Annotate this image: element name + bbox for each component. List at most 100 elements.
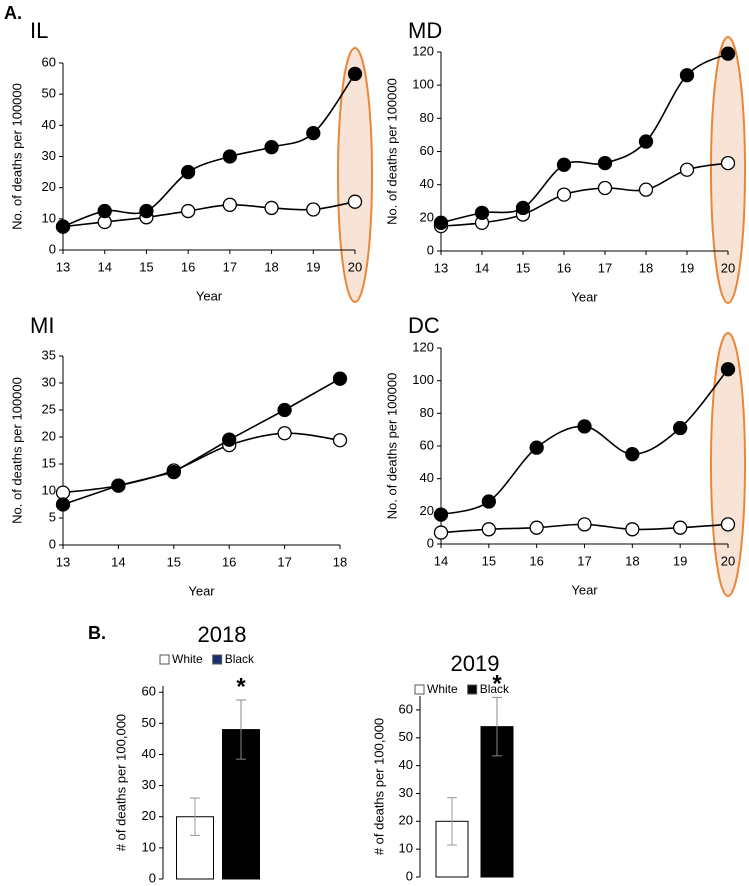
x-tick-label: 13 — [434, 260, 448, 275]
data-point — [55, 485, 71, 500]
y-tick-label: 20 — [42, 428, 56, 443]
legend-swatch — [212, 654, 223, 665]
x-tick-label: 16 — [222, 554, 236, 569]
y-tick-label: 40 — [142, 746, 156, 761]
y-axis-label: # of deaths per 100,000 — [113, 714, 128, 851]
y-axis-label: No. of deaths per 100000 — [384, 78, 399, 225]
data-point — [433, 525, 449, 540]
data-point — [347, 194, 363, 209]
x-axis-label: Year — [571, 582, 598, 597]
y-tick-label: 60 — [142, 684, 156, 699]
chart-title: DC — [408, 313, 440, 338]
chart-title: 2018 — [198, 622, 247, 647]
data-point — [180, 164, 196, 180]
data-point — [97, 203, 112, 219]
data-point — [720, 155, 736, 171]
x-tick-label: 15 — [139, 259, 153, 274]
x-tick-label: 15 — [516, 260, 530, 275]
series-line — [62, 377, 341, 506]
data-point — [597, 155, 613, 171]
x-tick-label: 17 — [277, 554, 291, 569]
legend-label: White — [427, 682, 458, 696]
x-tick-label: 17 — [577, 553, 591, 568]
y-tick-label: 0 — [49, 536, 56, 551]
data-point — [673, 520, 688, 535]
y-tick-label: 5 — [49, 509, 56, 524]
x-tick-label: 16 — [181, 259, 195, 274]
y-tick-label: 20 — [420, 503, 434, 518]
data-point — [111, 478, 126, 493]
chart-title: MD — [408, 18, 442, 43]
y-tick-label: 50 — [399, 729, 413, 744]
x-tick-label: 19 — [673, 553, 687, 568]
data-point — [556, 157, 572, 172]
y-tick-label: 100 — [412, 372, 434, 387]
y-tick-label: 15 — [42, 455, 56, 470]
data-point — [625, 522, 640, 537]
legend-label: Black — [225, 652, 255, 666]
data-point — [597, 180, 613, 196]
data-point — [720, 46, 736, 61]
x-tick-label: 16 — [557, 260, 571, 275]
y-tick-label: 120 — [412, 43, 434, 58]
legend-swatch — [414, 684, 425, 695]
data-point — [679, 68, 695, 83]
y-tick-label: 25 — [42, 401, 56, 416]
y-tick-label: 35 — [42, 347, 56, 362]
y-tick-label: 60 — [420, 437, 434, 452]
y-tick-label: 10 — [42, 482, 56, 497]
y-tick-label: 50 — [142, 715, 156, 730]
x-axis-label: Year — [571, 289, 598, 304]
x-tick-label: 17 — [598, 260, 612, 275]
data-point — [481, 522, 496, 537]
y-tick-label: 50 — [42, 86, 56, 101]
panel-label: B. — [88, 623, 106, 643]
data-point — [222, 149, 238, 164]
data-point — [347, 66, 363, 82]
data-point — [638, 182, 654, 197]
y-tick-label: 0 — [427, 242, 434, 257]
data-point — [433, 507, 449, 522]
data-point — [529, 440, 544, 455]
data-point — [679, 162, 695, 177]
highlight-ellipse — [710, 332, 746, 597]
data-point — [720, 517, 736, 532]
x-tick-label: 18 — [333, 554, 347, 569]
x-tick-label: 20 — [721, 260, 735, 275]
x-tick-label: 13 — [56, 554, 70, 569]
y-tick-label: 60 — [399, 701, 413, 716]
data-point — [673, 420, 688, 436]
data-point — [264, 200, 279, 216]
x-tick-label: 15 — [482, 553, 496, 568]
legend-label: Black — [480, 682, 510, 696]
data-point — [222, 432, 237, 447]
x-tick-label: 17 — [223, 259, 237, 274]
legend-swatch — [159, 654, 170, 665]
data-point — [306, 125, 321, 141]
chart-title: MI — [30, 313, 54, 338]
chart-title: IL — [30, 18, 48, 43]
y-tick-label: 40 — [399, 757, 413, 772]
x-tick-label: 14 — [434, 553, 448, 568]
y-tick-label: 30 — [42, 148, 56, 163]
x-tick-label: 18 — [625, 553, 639, 568]
x-tick-label: 20 — [348, 259, 362, 274]
data-point — [332, 371, 348, 386]
panel-label: A. — [4, 3, 22, 23]
series-line — [440, 368, 729, 516]
x-axis-label: Year — [188, 583, 215, 598]
y-tick-label: 0 — [406, 868, 413, 883]
y-tick-label: 0 — [49, 241, 56, 256]
data-point — [577, 517, 592, 532]
data-point — [515, 200, 531, 216]
data-point — [139, 203, 154, 219]
significance-label: * — [236, 673, 246, 700]
data-point — [625, 447, 640, 462]
y-tick-label: 60 — [420, 143, 434, 158]
y-tick-label: 20 — [142, 808, 156, 823]
data-point — [332, 433, 348, 448]
y-axis-label: # of deaths per 100,000 — [371, 718, 386, 855]
y-tick-label: 40 — [420, 470, 434, 485]
x-tick-label: 14 — [111, 554, 125, 569]
